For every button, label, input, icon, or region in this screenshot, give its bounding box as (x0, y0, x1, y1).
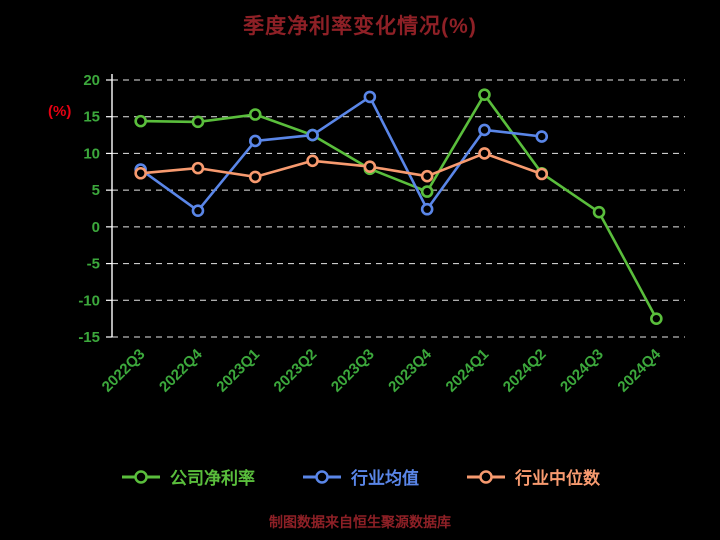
chart-title: 季度净利率变化情况(%) (0, 10, 720, 40)
data-point-marker (422, 171, 432, 181)
data-point-marker (537, 169, 547, 179)
y-tick-label: 5 (92, 182, 100, 199)
legend-item-company-net-margin[interactable]: 公司净利率 (120, 464, 255, 489)
x-tick-label: 2022Q3 (99, 346, 149, 396)
x-tick-label: 2024Q3 (557, 346, 607, 396)
data-point-marker (193, 163, 203, 173)
data-point-marker (136, 116, 146, 126)
data-point-marker (250, 136, 260, 146)
y-tick-label: -15 (78, 329, 100, 346)
chart-page: 季度净利率变化情况(%) (%) 20151050-5-10-152022Q32… (0, 0, 720, 540)
line-marker-icon (465, 468, 507, 486)
y-tick-label: 10 (83, 145, 100, 162)
x-tick-label: 2023Q4 (385, 345, 435, 395)
data-point-marker (308, 130, 318, 140)
x-tick-label: 2024Q2 (500, 346, 550, 396)
x-tick-label: 2024Q4 (614, 345, 664, 395)
y-tick-label: -10 (78, 292, 100, 309)
line-marker-icon (301, 468, 343, 486)
data-point-marker (651, 314, 661, 324)
data-point-marker (193, 117, 203, 127)
legend-label: 行业中位数 (515, 464, 600, 489)
data-point-marker (365, 92, 375, 102)
data-point-marker (479, 90, 489, 100)
data-point-marker (136, 168, 146, 178)
y-tick-label: 20 (83, 72, 100, 89)
x-tick-label: 2023Q3 (328, 346, 378, 396)
line-marker-icon (120, 468, 162, 486)
data-point-marker (250, 172, 260, 182)
data-point-marker (479, 148, 489, 158)
data-point-marker (250, 110, 260, 120)
data-point-marker (594, 207, 604, 217)
legend-item-industry-median[interactable]: 行业中位数 (465, 464, 600, 489)
data-point-marker (422, 204, 432, 214)
data-point-marker (479, 125, 489, 135)
data-source-note: 制图数据来自恒生聚源数据库 (0, 512, 720, 532)
legend-label: 公司净利率 (170, 464, 255, 489)
data-point-marker (537, 132, 547, 142)
x-tick-label: 2023Q2 (271, 346, 321, 396)
net-margin-line-chart: 20 15 10 5 0 -5 -10 -152022Q32022Q42023Q12023Q2… (0, 50, 720, 460)
legend-label: 行业均值 (351, 464, 419, 489)
data-point-marker (365, 162, 375, 172)
data-point-marker (422, 187, 432, 197)
data-point-marker (193, 206, 203, 216)
y-tick-label: 15 (83, 109, 100, 126)
series-line (141, 95, 657, 319)
legend: 公司净利率 行业均值 行业中位数 (0, 464, 720, 489)
data-point-marker (308, 156, 318, 166)
x-tick-label: 2024Q1 (443, 346, 493, 396)
x-tick-label: 2022Q4 (156, 345, 206, 395)
y-tick-label: 0 (92, 219, 100, 236)
legend-item-industry-average[interactable]: 行业均值 (301, 464, 419, 489)
x-tick-label: 2023Q1 (213, 346, 263, 396)
y-tick-label: -5 (87, 256, 100, 273)
